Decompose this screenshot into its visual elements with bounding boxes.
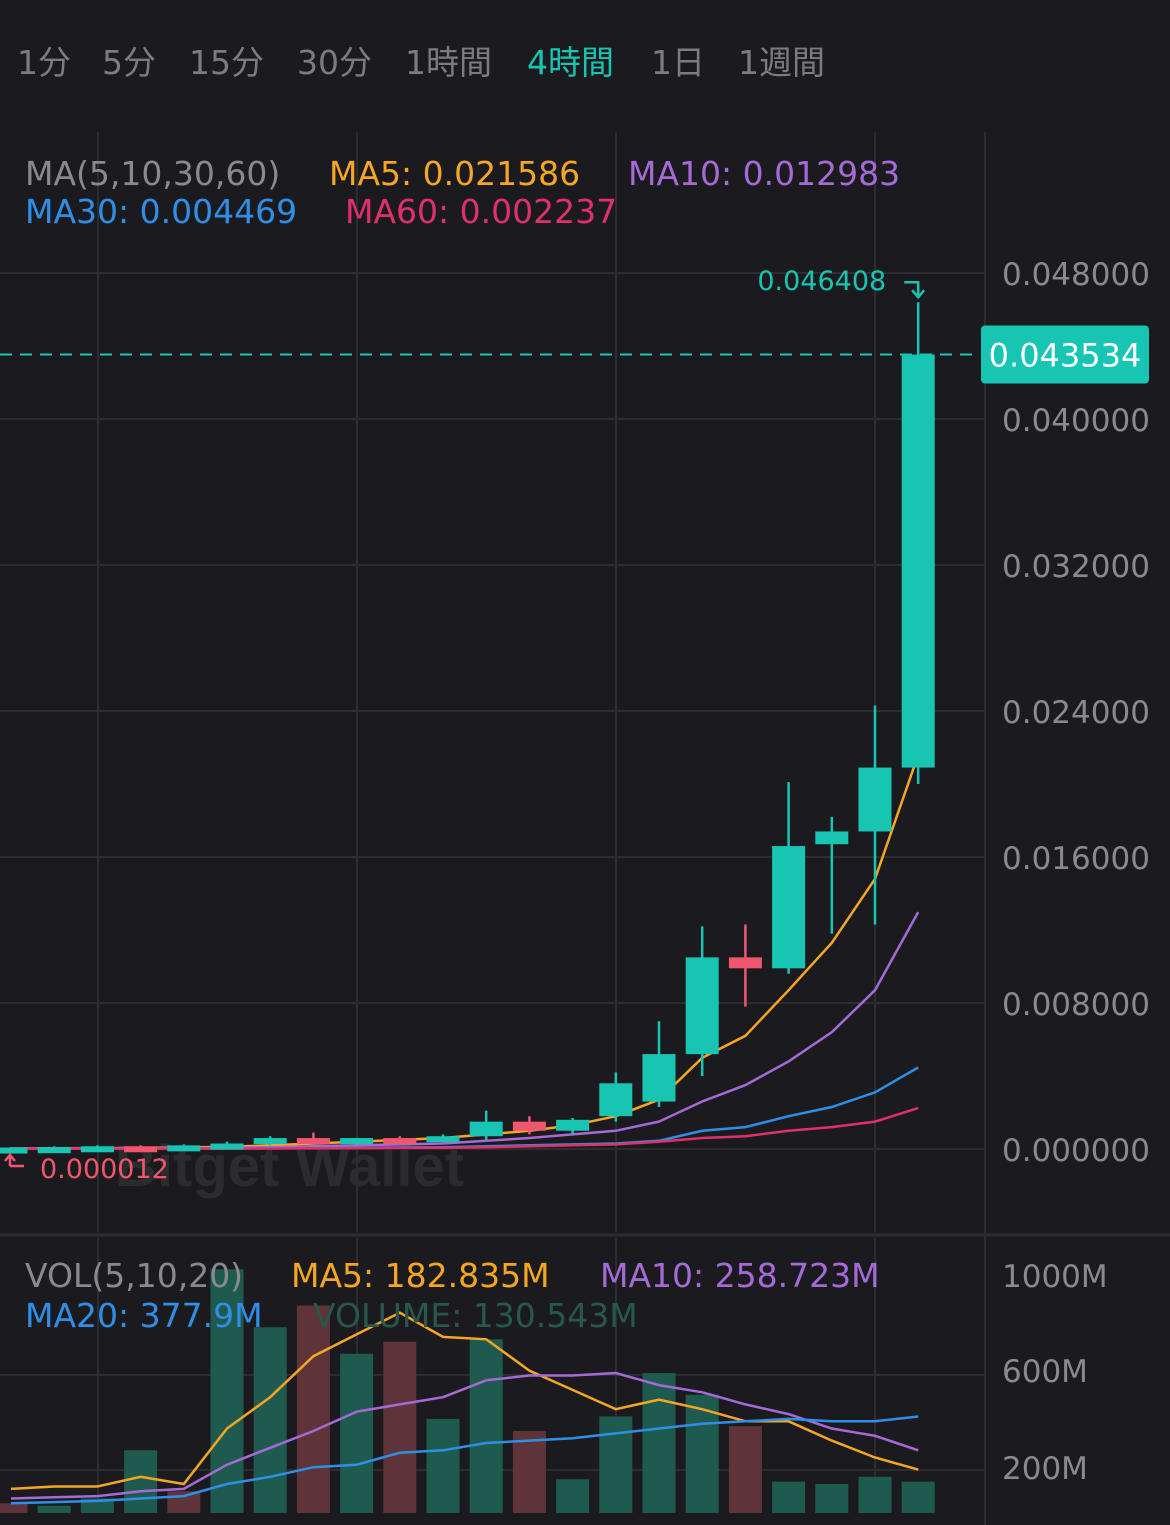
y-tick-label: 0.000000 <box>1002 1133 1150 1169</box>
candle-body <box>80 1146 114 1153</box>
min-price-arrow <box>4 1153 24 1168</box>
y-tick-label: 0.008000 <box>1002 987 1150 1023</box>
ma-legend-label: MA(5,10,30,60) <box>25 154 281 193</box>
volume-bar <box>296 1305 330 1513</box>
candle-body <box>815 831 849 845</box>
candle-body <box>556 1119 590 1131</box>
tab-5m[interactable]: 5分 <box>102 43 156 82</box>
y-tick-label: 0.040000 <box>1002 403 1150 439</box>
candle-body <box>469 1121 503 1137</box>
ma30-legend: MA30: 0.004469 <box>25 192 298 231</box>
timeframe-tabs: 1分 5分 15分 30分 1時間 4時間 1日 1週間 <box>0 0 1170 120</box>
tab-4h[interactable]: 4時間 <box>527 43 614 82</box>
ma60-line <box>11 1106 919 1151</box>
vol-ma10-legend: MA10: 258.723M <box>600 1256 880 1295</box>
candle-body <box>599 1083 633 1117</box>
y-tick-label: 0.016000 <box>1002 841 1150 877</box>
vol-tick-label: 200M <box>1002 1451 1088 1487</box>
volume-bar <box>253 1327 287 1513</box>
candles <box>0 302 935 1154</box>
candle-body <box>512 1121 546 1131</box>
candle-body <box>426 1136 460 1143</box>
current-price-label: 0.043534 <box>989 337 1142 375</box>
y-tick-label: 0.048000 <box>1002 257 1150 293</box>
tab-30m[interactable]: 30分 <box>297 43 372 82</box>
vol-tick-label: 600M <box>1002 1354 1088 1390</box>
volume-bar <box>124 1450 158 1513</box>
current-price-tag <box>981 325 1149 384</box>
volume-bar <box>512 1430 546 1513</box>
candle-body <box>210 1143 244 1150</box>
candle-body <box>0 1147 28 1154</box>
tab-1h[interactable]: 1時間 <box>405 43 492 82</box>
volume-bars <box>0 1269 935 1513</box>
tab-1w[interactable]: 1週間 <box>738 43 825 82</box>
y-tick-label: 0.032000 <box>1002 549 1150 585</box>
volume-bar <box>685 1394 719 1513</box>
volume-ma20-line <box>10 1415 919 1505</box>
tab-1d[interactable]: 1日 <box>651 43 705 82</box>
max-price-label: 0.046408 <box>757 266 886 297</box>
price-ma-lines <box>10 754 920 1151</box>
volume-legend: VOLUME: 130.543M <box>313 1296 638 1335</box>
ma5-legend: MA5: 0.021586 <box>329 154 581 193</box>
volume-bar <box>469 1339 503 1513</box>
volume-ma-lines <box>10 1311 919 1505</box>
tab-15m[interactable]: 15分 <box>189 43 264 82</box>
volume-bar <box>340 1353 374 1513</box>
vol-legend-label: VOL(5,10,20) <box>25 1256 244 1295</box>
volume-bar <box>383 1341 417 1513</box>
volume-bar <box>642 1373 676 1513</box>
vol-ma5-legend: MA5: 182.835M <box>291 1256 550 1295</box>
candle-body <box>685 957 719 1055</box>
y-tick-label: 0.024000 <box>1002 695 1150 731</box>
ma60-legend: MA60: 0.002237 <box>345 192 618 231</box>
volume-bar <box>901 1481 935 1513</box>
volume-bar <box>556 1479 590 1513</box>
volume-bar <box>426 1418 460 1513</box>
candle-body <box>340 1138 374 1145</box>
candle-body <box>728 957 762 969</box>
max-price-arrow <box>904 280 926 300</box>
candle-body <box>167 1145 201 1152</box>
volume-ma10-line <box>10 1371 919 1500</box>
vol-tick-label: 1000M <box>1002 1259 1108 1295</box>
volume-bar <box>815 1484 849 1513</box>
candle-body <box>253 1138 287 1145</box>
candle-body <box>858 767 892 832</box>
volume-bar <box>858 1476 892 1513</box>
volume-bar <box>772 1481 806 1513</box>
y-axis-labels: 0.048000 0.040000 0.032000 0.024000 0.016000… <box>1002 257 1150 1487</box>
candle-body <box>383 1138 417 1145</box>
candle-body <box>124 1146 158 1153</box>
volume-bar <box>167 1491 201 1513</box>
candle-body <box>901 354 935 768</box>
ma10-legend: MA10: 0.012983 <box>628 154 901 193</box>
vol-ma20-legend: MA20: 377.9M <box>25 1296 263 1335</box>
candle-body <box>37 1147 71 1154</box>
volume-bar <box>0 1503 28 1513</box>
volume-bar <box>37 1505 71 1513</box>
price-markers: 0.043534 0.046408 0.000012 <box>0 266 1149 1185</box>
tab-1m[interactable]: 1分 <box>17 43 71 82</box>
candle-body <box>296 1138 330 1145</box>
min-price-label: 0.000012 <box>40 1154 169 1185</box>
volume-bar <box>210 1269 244 1513</box>
candle-body <box>772 846 806 969</box>
volume-bar <box>728 1426 762 1513</box>
candle-body <box>642 1054 676 1102</box>
